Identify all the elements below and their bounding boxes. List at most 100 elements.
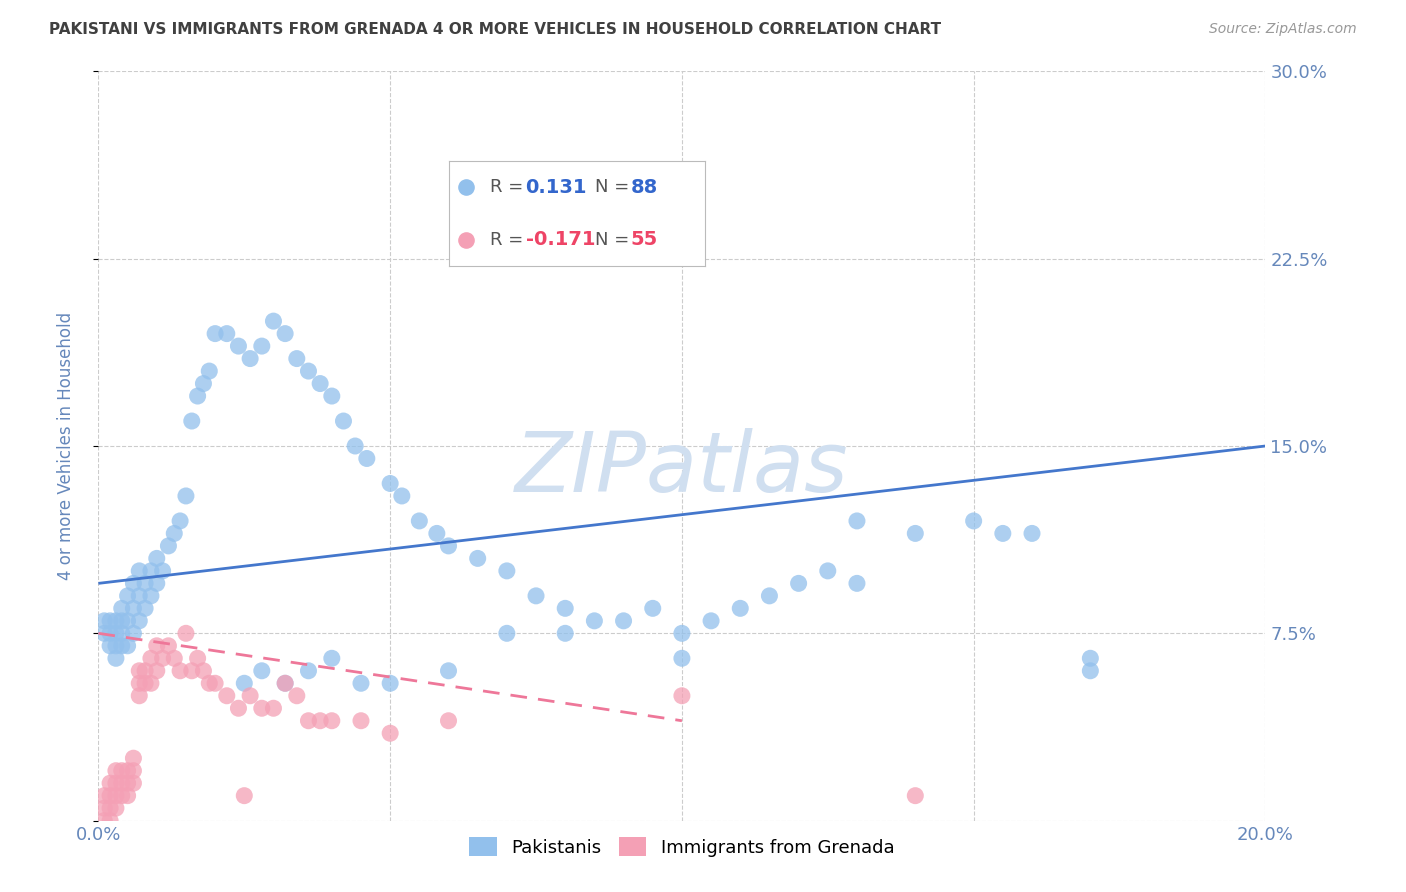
Point xyxy=(117,589,139,603)
Point xyxy=(93,789,115,803)
Point xyxy=(467,551,489,566)
Text: Source: ZipAtlas.com: Source: ZipAtlas.com xyxy=(1209,22,1357,37)
Point xyxy=(437,664,460,678)
Point xyxy=(104,776,127,790)
Point xyxy=(250,664,273,678)
Point xyxy=(904,789,927,803)
Y-axis label: 4 or more Vehicles in Household: 4 or more Vehicles in Household xyxy=(56,312,75,580)
Point xyxy=(104,626,127,640)
Point xyxy=(111,789,134,803)
Point xyxy=(128,614,150,628)
Point xyxy=(111,764,134,778)
Point xyxy=(163,651,186,665)
Point xyxy=(104,789,127,803)
Point xyxy=(117,776,139,790)
Point xyxy=(239,351,262,366)
Point xyxy=(228,339,250,353)
Point xyxy=(128,689,150,703)
Point xyxy=(128,589,150,603)
Point xyxy=(426,526,449,541)
Point xyxy=(437,714,460,728)
Point xyxy=(169,514,191,528)
Point xyxy=(93,626,115,640)
Point xyxy=(297,714,319,728)
Point xyxy=(98,776,121,790)
Point xyxy=(104,801,127,815)
Text: 88: 88 xyxy=(631,178,658,197)
Point xyxy=(904,526,927,541)
Point xyxy=(262,314,284,328)
Point xyxy=(198,676,221,690)
Point xyxy=(134,576,156,591)
Point xyxy=(1021,526,1043,541)
Point xyxy=(180,414,202,428)
Point xyxy=(98,801,121,815)
Text: N =: N = xyxy=(595,231,636,249)
Point xyxy=(117,764,139,778)
Point xyxy=(554,601,576,615)
Point xyxy=(496,626,519,640)
Point xyxy=(309,376,332,391)
Point xyxy=(174,489,197,503)
Point xyxy=(146,551,169,566)
Point xyxy=(215,326,238,341)
Point xyxy=(157,539,180,553)
Point xyxy=(250,701,273,715)
Point xyxy=(391,489,413,503)
Text: PAKISTANI VS IMMIGRANTS FROM GRENADA 4 OR MORE VEHICLES IN HOUSEHOLD CORRELATION: PAKISTANI VS IMMIGRANTS FROM GRENADA 4 O… xyxy=(49,22,942,37)
Point xyxy=(98,639,121,653)
Point xyxy=(104,614,127,628)
Point xyxy=(139,564,162,578)
Point xyxy=(204,326,226,341)
Point xyxy=(163,526,186,541)
Point xyxy=(758,589,780,603)
Point xyxy=(239,689,262,703)
Point xyxy=(152,564,174,578)
Point xyxy=(344,439,367,453)
Point xyxy=(380,476,402,491)
Point xyxy=(98,789,121,803)
Point xyxy=(321,651,343,665)
Point xyxy=(380,676,402,690)
Point xyxy=(285,351,308,366)
Text: 55: 55 xyxy=(631,230,658,250)
Point xyxy=(671,689,693,703)
Point xyxy=(146,576,169,591)
Point xyxy=(274,676,297,690)
Point xyxy=(117,614,139,628)
Point xyxy=(846,576,869,591)
Point xyxy=(233,789,256,803)
Point xyxy=(554,626,576,640)
Point xyxy=(104,639,127,653)
Point xyxy=(104,651,127,665)
Point xyxy=(111,626,134,640)
Point xyxy=(350,714,373,728)
Point xyxy=(111,614,134,628)
Point xyxy=(612,614,634,628)
Text: ZIPatlas: ZIPatlas xyxy=(515,428,849,509)
Point xyxy=(93,814,115,828)
Point xyxy=(524,589,547,603)
Point xyxy=(139,676,162,690)
Point xyxy=(787,576,810,591)
Point xyxy=(250,339,273,353)
Point xyxy=(98,626,121,640)
Point xyxy=(111,601,134,615)
Point xyxy=(193,376,215,391)
Point xyxy=(228,701,250,715)
Point xyxy=(128,564,150,578)
Point xyxy=(139,651,162,665)
Point xyxy=(198,364,221,378)
Point xyxy=(134,601,156,615)
Point xyxy=(274,326,297,341)
Point xyxy=(408,514,430,528)
Point xyxy=(700,614,723,628)
Point xyxy=(846,514,869,528)
Point xyxy=(297,364,319,378)
Point xyxy=(437,539,460,553)
Point xyxy=(215,689,238,703)
Point xyxy=(193,664,215,678)
Text: 0.131: 0.131 xyxy=(526,178,588,197)
Point xyxy=(356,451,378,466)
Point xyxy=(671,626,693,640)
